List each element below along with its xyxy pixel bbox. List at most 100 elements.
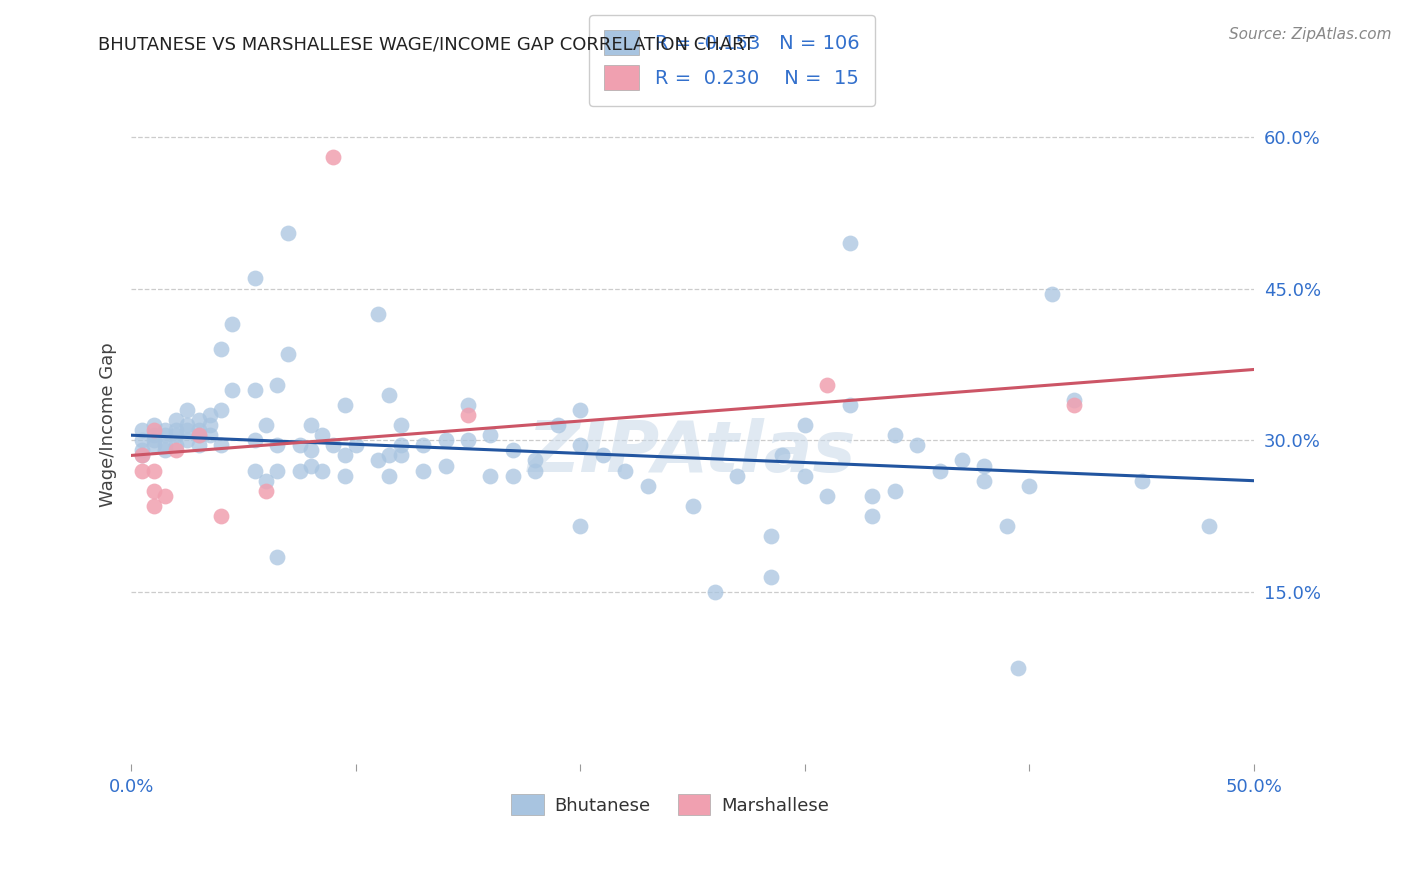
Point bbox=[682, 499, 704, 513]
Point bbox=[165, 443, 187, 458]
Point bbox=[131, 423, 153, 437]
Point bbox=[153, 428, 176, 442]
Point bbox=[838, 398, 860, 412]
Point bbox=[1040, 286, 1063, 301]
Point bbox=[457, 408, 479, 422]
Point bbox=[131, 449, 153, 463]
Point bbox=[569, 519, 592, 533]
Point bbox=[333, 468, 356, 483]
Point bbox=[793, 468, 815, 483]
Point bbox=[131, 464, 153, 478]
Point bbox=[187, 423, 209, 437]
Point bbox=[367, 453, 389, 467]
Point bbox=[592, 449, 614, 463]
Point bbox=[176, 434, 198, 448]
Point bbox=[198, 418, 221, 433]
Point bbox=[434, 434, 457, 448]
Point bbox=[243, 271, 266, 285]
Point bbox=[860, 509, 883, 524]
Point bbox=[1063, 392, 1085, 407]
Point bbox=[524, 453, 547, 467]
Point bbox=[793, 418, 815, 433]
Point bbox=[142, 499, 165, 513]
Point bbox=[457, 398, 479, 412]
Point bbox=[457, 434, 479, 448]
Text: Source: ZipAtlas.com: Source: ZipAtlas.com bbox=[1229, 27, 1392, 42]
Point bbox=[883, 428, 905, 442]
Point bbox=[322, 150, 344, 164]
Point bbox=[153, 423, 176, 437]
Point bbox=[547, 418, 569, 433]
Point bbox=[389, 418, 412, 433]
Point bbox=[1063, 398, 1085, 412]
Point bbox=[254, 483, 277, 498]
Point bbox=[142, 438, 165, 452]
Point bbox=[973, 458, 995, 473]
Point bbox=[187, 428, 209, 442]
Point bbox=[165, 413, 187, 427]
Point bbox=[1018, 479, 1040, 493]
Point bbox=[131, 443, 153, 458]
Point bbox=[928, 464, 950, 478]
Point bbox=[860, 489, 883, 503]
Point bbox=[221, 383, 243, 397]
Point bbox=[759, 570, 782, 584]
Point bbox=[367, 307, 389, 321]
Point bbox=[412, 438, 434, 452]
Point bbox=[995, 519, 1018, 533]
Point bbox=[209, 343, 232, 357]
Point bbox=[1130, 474, 1153, 488]
Point bbox=[1198, 519, 1220, 533]
Point bbox=[759, 529, 782, 543]
Point bbox=[322, 438, 344, 452]
Point bbox=[277, 226, 299, 240]
Point bbox=[815, 377, 838, 392]
Point bbox=[153, 443, 176, 458]
Point bbox=[142, 464, 165, 478]
Point bbox=[434, 458, 457, 473]
Text: ZIPAtlas: ZIPAtlas bbox=[529, 417, 856, 487]
Point bbox=[243, 434, 266, 448]
Point bbox=[704, 585, 727, 599]
Point bbox=[277, 347, 299, 361]
Point bbox=[266, 438, 288, 452]
Point bbox=[243, 383, 266, 397]
Point bbox=[378, 449, 401, 463]
Point bbox=[299, 458, 322, 473]
Point bbox=[254, 474, 277, 488]
Point bbox=[569, 403, 592, 417]
Point bbox=[187, 438, 209, 452]
Point bbox=[311, 428, 333, 442]
Point bbox=[243, 464, 266, 478]
Point bbox=[502, 443, 524, 458]
Point bbox=[378, 468, 401, 483]
Point bbox=[770, 449, 793, 463]
Point bbox=[727, 468, 749, 483]
Point bbox=[187, 428, 209, 442]
Point bbox=[165, 428, 187, 442]
Point bbox=[176, 418, 198, 433]
Point bbox=[905, 438, 928, 452]
Point bbox=[198, 408, 221, 422]
Point bbox=[344, 438, 367, 452]
Point bbox=[254, 418, 277, 433]
Point bbox=[299, 418, 322, 433]
Point bbox=[883, 483, 905, 498]
Point bbox=[333, 398, 356, 412]
Point bbox=[131, 434, 153, 448]
Point bbox=[266, 377, 288, 392]
Point bbox=[1007, 661, 1029, 675]
Point bbox=[389, 449, 412, 463]
Point bbox=[209, 509, 232, 524]
Point bbox=[838, 236, 860, 251]
Point bbox=[479, 468, 502, 483]
Point bbox=[412, 464, 434, 478]
Point bbox=[502, 468, 524, 483]
Point bbox=[209, 438, 232, 452]
Point bbox=[288, 438, 311, 452]
Point bbox=[131, 449, 153, 463]
Point bbox=[614, 464, 637, 478]
Point bbox=[288, 464, 311, 478]
Point bbox=[153, 489, 176, 503]
Point bbox=[637, 479, 659, 493]
